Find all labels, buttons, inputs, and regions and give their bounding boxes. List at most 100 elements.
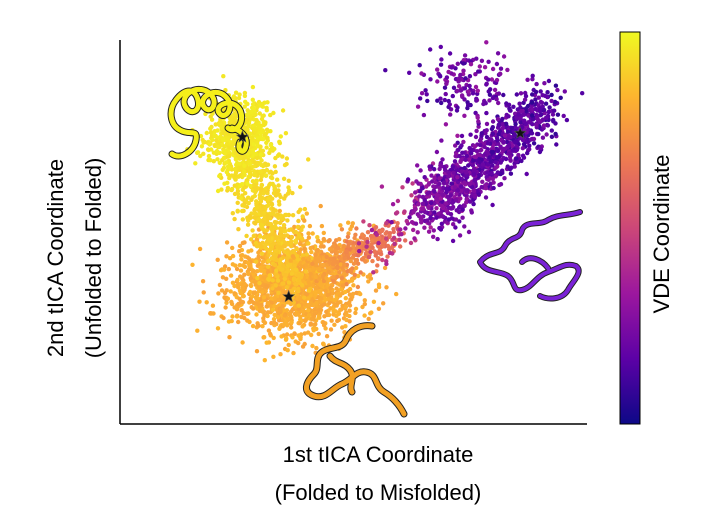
scatter-point xyxy=(438,196,444,201)
scatter-point xyxy=(279,334,284,339)
scatter-point xyxy=(306,256,311,262)
state-star-marker xyxy=(235,130,249,143)
scatter-point xyxy=(353,257,358,263)
scatter-point xyxy=(256,217,261,222)
scatter-point xyxy=(258,268,263,273)
scatter-point xyxy=(540,93,545,98)
scatter-point xyxy=(240,285,245,290)
scatter-point xyxy=(479,131,484,136)
scatter-point xyxy=(296,303,301,308)
scatter-point xyxy=(225,296,231,301)
scatter-point xyxy=(273,225,279,231)
scatter-point xyxy=(418,181,423,187)
scatter-point xyxy=(224,254,229,259)
scatter-point xyxy=(451,85,457,91)
scatter-point xyxy=(225,136,230,141)
scatter-point xyxy=(476,119,481,124)
scatter-point xyxy=(472,144,478,149)
scatter-point xyxy=(353,306,359,312)
scatter-point xyxy=(384,221,389,226)
scatter-point xyxy=(200,279,206,284)
scatter-point xyxy=(323,288,328,294)
scatter-point xyxy=(469,151,474,156)
scatter-point xyxy=(490,125,495,130)
scatter-point xyxy=(270,227,275,232)
scatter-point xyxy=(425,98,430,104)
scatter-point xyxy=(288,262,293,267)
scatter-point xyxy=(252,220,257,225)
scatter-point xyxy=(374,237,379,243)
scatter-point xyxy=(265,300,271,306)
scatter-point xyxy=(281,243,287,249)
scatter-point xyxy=(413,221,419,226)
scatter-point xyxy=(324,334,330,339)
scatter-point xyxy=(440,204,445,209)
scatter-point xyxy=(435,67,440,72)
scatter-point xyxy=(550,112,556,117)
scatter-point xyxy=(513,121,518,127)
scatter-point xyxy=(351,283,356,288)
scatter-point xyxy=(240,203,245,208)
state-star-marker xyxy=(282,289,296,303)
scatter-point xyxy=(242,90,248,96)
scatter-point xyxy=(449,65,454,70)
scatter-point xyxy=(383,68,388,73)
scatter-point xyxy=(491,180,496,185)
scatter-point xyxy=(399,232,404,237)
scatter-point xyxy=(472,178,478,183)
scatter-point xyxy=(255,276,260,281)
scatter-point xyxy=(347,308,352,313)
scatter-point xyxy=(516,152,521,158)
scatter-point xyxy=(392,241,397,247)
scatter-point xyxy=(562,89,567,94)
scatter-point xyxy=(348,297,353,302)
scatter-point xyxy=(240,217,245,222)
scatter-point xyxy=(246,174,251,180)
scatter-point xyxy=(517,116,523,121)
scatter-point xyxy=(524,171,529,177)
scatter-point xyxy=(555,112,561,117)
scatter-point xyxy=(462,180,467,185)
scatter-point xyxy=(461,61,466,66)
scatter-point xyxy=(250,102,256,107)
scatter-point xyxy=(501,92,506,98)
scatter-point xyxy=(309,249,314,255)
scatter-point xyxy=(372,249,377,255)
scatter-point xyxy=(343,296,348,301)
scatter-point xyxy=(294,246,299,252)
scatter-point xyxy=(439,57,444,62)
scatter-point xyxy=(376,240,381,246)
scatter-point xyxy=(491,185,496,191)
scatter-point xyxy=(217,282,223,288)
scatter-point xyxy=(299,227,304,233)
scatter-point xyxy=(238,196,244,201)
scatter-point xyxy=(265,310,271,315)
scatter-point xyxy=(426,205,431,210)
scatter-point xyxy=(266,237,272,243)
scatter-point xyxy=(266,252,271,258)
scatter-point xyxy=(272,312,277,318)
scatter-point xyxy=(278,229,283,234)
scatter-point xyxy=(421,206,426,211)
scatter-point xyxy=(296,272,301,278)
scatter-point xyxy=(228,289,233,294)
scatter-point xyxy=(476,191,481,197)
scatter-point xyxy=(306,303,311,308)
scatter-point xyxy=(549,134,555,139)
scatter-point xyxy=(459,188,464,193)
scatter-point xyxy=(315,235,320,240)
scatter-point xyxy=(276,183,281,188)
scatter-points xyxy=(185,40,585,363)
scatter-point xyxy=(459,143,464,148)
scatter-point xyxy=(395,221,400,226)
scatter-point xyxy=(382,265,388,271)
scatter-point xyxy=(497,182,502,188)
scatter-point xyxy=(474,128,479,134)
scatter-point xyxy=(495,148,501,154)
scatter-point xyxy=(245,222,251,227)
scatter-point xyxy=(237,92,242,97)
scatter-point xyxy=(501,146,506,152)
scatter-point xyxy=(300,214,305,219)
scatter-point xyxy=(242,163,247,168)
scatter-point xyxy=(220,167,225,172)
